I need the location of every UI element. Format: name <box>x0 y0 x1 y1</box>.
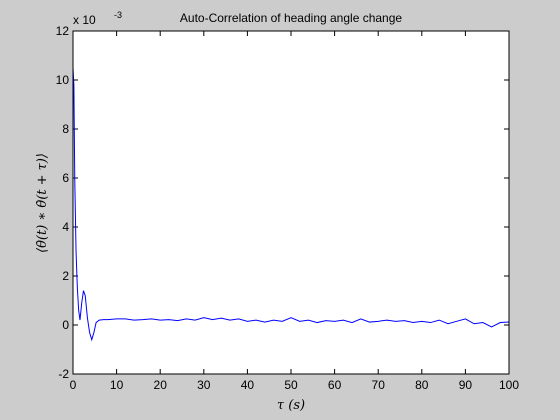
y-axis-ticks: -2 0 2 4 6 8 10 12 <box>56 24 509 381</box>
x-tick-label: 70 <box>372 378 386 392</box>
y-exponent-base: x 10 <box>73 13 96 27</box>
series-layer <box>72 67 510 342</box>
y-tick-label: 12 <box>56 24 70 38</box>
y-axis-label: ⟨θ̇(t) ∗ θ̇(t + τ)⟩ <box>35 153 50 253</box>
y-tick-label: 8 <box>62 122 69 136</box>
x-tick-label: 50 <box>284 378 298 392</box>
y-tick-label: 4 <box>62 220 69 234</box>
x-tick-label: 60 <box>328 378 342 392</box>
x-tick-label: 80 <box>415 378 429 392</box>
y-tick-label: -2 <box>58 367 69 381</box>
x-tick-label: 30 <box>197 378 211 392</box>
x-axis-ticks: 0 10 20 30 40 50 60 70 80 90 100 <box>70 31 519 392</box>
plot-area <box>73 31 509 374</box>
x-tick-label: 100 <box>499 378 519 392</box>
y-tick-label: 10 <box>56 73 70 87</box>
y-tick-label: 2 <box>62 269 69 283</box>
x-tick-label: 90 <box>459 378 473 392</box>
x-tick-label: 40 <box>241 378 255 392</box>
x-tick-label: 10 <box>110 378 124 392</box>
y-exponent-power: -3 <box>114 10 122 20</box>
chart-title: Auto-Correlation of heading angle change <box>180 11 402 25</box>
y-tick-label: 0 <box>62 318 69 332</box>
y-tick-label: 6 <box>62 171 69 185</box>
series-line-0 <box>72 67 510 342</box>
y-exponent-label: x 10 -3 <box>73 10 122 27</box>
x-axis-label: τ (s) <box>277 398 305 413</box>
x-tick-label: 20 <box>154 378 168 392</box>
axes-frame <box>72 30 510 375</box>
x-tick-label: 0 <box>70 378 77 392</box>
